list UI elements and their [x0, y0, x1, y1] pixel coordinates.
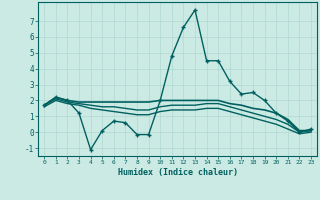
X-axis label: Humidex (Indice chaleur): Humidex (Indice chaleur)	[118, 168, 238, 177]
